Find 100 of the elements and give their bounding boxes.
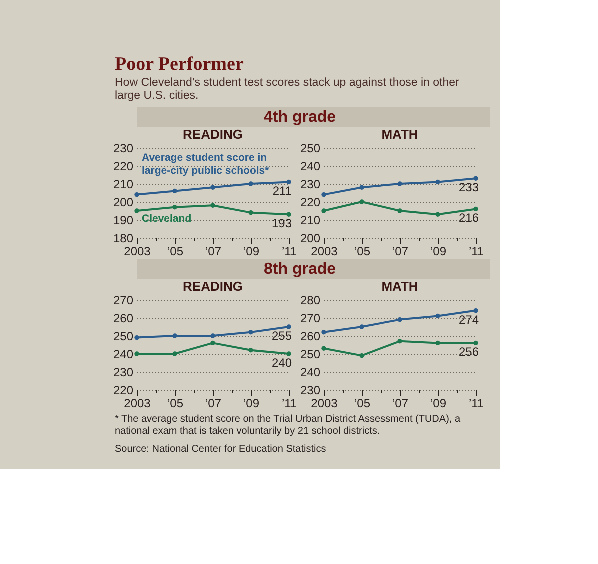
text: 4th grade bbox=[264, 109, 336, 126]
point bbox=[322, 192, 326, 198]
point bbox=[360, 353, 364, 358]
point bbox=[248, 210, 254, 216]
x-tick-label: ’05 bbox=[167, 396, 184, 410]
data-label: 211 bbox=[272, 184, 292, 198]
x-tick-label: ’07 bbox=[392, 396, 409, 410]
y-tick-label: 230 bbox=[113, 366, 134, 380]
chart-title: READING bbox=[183, 279, 243, 294]
chart-title: MATH bbox=[382, 127, 418, 142]
y-tick-label: 270 bbox=[300, 312, 321, 326]
point bbox=[398, 208, 402, 214]
point bbox=[134, 208, 140, 214]
y-tick-label: 250 bbox=[300, 348, 321, 362]
point bbox=[248, 182, 254, 186]
chart-title: READING bbox=[183, 127, 243, 142]
data-label: 233 bbox=[458, 180, 480, 195]
point bbox=[172, 352, 178, 356]
point bbox=[172, 188, 178, 194]
point bbox=[474, 176, 478, 181]
y-tick-label: 230 bbox=[300, 178, 321, 192]
x-tick-label: ’09 bbox=[430, 396, 447, 410]
point bbox=[210, 334, 216, 338]
point bbox=[398, 182, 402, 186]
point bbox=[322, 330, 326, 335]
data-label: 193 bbox=[272, 216, 292, 231]
y-tick-label: 190 bbox=[113, 214, 134, 228]
point bbox=[436, 180, 440, 185]
x-tick-label: ’07 bbox=[392, 244, 409, 258]
point bbox=[248, 330, 254, 335]
point bbox=[474, 206, 478, 212]
data-label: 255 bbox=[272, 329, 292, 343]
point bbox=[474, 308, 478, 314]
chart-title: MATH bbox=[382, 279, 418, 294]
text: How Cleveland’s student test scores stack up against those in other large U.S. cities. bbox=[115, 77, 460, 102]
x-tick-label: ’11 bbox=[468, 244, 484, 258]
y-tick-label: 220 bbox=[113, 160, 134, 174]
point bbox=[172, 334, 178, 338]
x-tick-label: ’05 bbox=[354, 396, 371, 410]
point bbox=[286, 352, 292, 356]
point bbox=[436, 212, 440, 217]
y-tick-label: 270 bbox=[113, 294, 134, 308]
point bbox=[286, 180, 292, 185]
point bbox=[474, 340, 478, 346]
text: Poor Performer bbox=[115, 54, 244, 75]
x-tick-label: 2003 bbox=[124, 396, 152, 410]
y-tick-label: 200 bbox=[300, 232, 321, 246]
point bbox=[210, 340, 216, 346]
x-tick-label: ’05 bbox=[354, 244, 371, 258]
y-tick-label: 230 bbox=[300, 384, 321, 398]
x-tick-label: ’07 bbox=[205, 244, 222, 258]
point bbox=[360, 324, 364, 330]
point bbox=[436, 314, 440, 319]
y-tick-label: 200 bbox=[113, 196, 134, 210]
x-tick-label: ’11 bbox=[468, 396, 484, 410]
y-tick-label: 240 bbox=[300, 366, 321, 380]
data-label: 256 bbox=[458, 345, 480, 360]
point bbox=[210, 203, 216, 208]
y-tick-label: 230 bbox=[113, 142, 134, 156]
source-note: Source: National Center for Education Statistics bbox=[115, 444, 326, 455]
point bbox=[286, 324, 292, 330]
y-tick-label: 220 bbox=[113, 384, 134, 398]
data-label: 216 bbox=[458, 211, 480, 226]
y-tick-label: 260 bbox=[113, 312, 134, 326]
x-tick-label: ’07 bbox=[205, 396, 222, 410]
point bbox=[134, 335, 140, 340]
series-label: Average student score in large-city public schools* bbox=[142, 152, 270, 177]
data-label: 274 bbox=[458, 312, 480, 327]
point bbox=[436, 340, 440, 346]
point bbox=[172, 205, 178, 210]
point bbox=[134, 192, 140, 198]
y-tick-label: 260 bbox=[300, 330, 321, 344]
text: * The average student score on the Trial Urban District Assessment (TUDA), a national exam that is taken voluntarily by 21 school districts. bbox=[115, 414, 461, 437]
x-tick-label: ’09 bbox=[243, 244, 260, 258]
point bbox=[360, 200, 364, 204]
x-tick-label: 2003 bbox=[124, 244, 152, 258]
point bbox=[360, 185, 364, 190]
x-tick-label: ’05 bbox=[167, 244, 184, 258]
point bbox=[322, 208, 326, 214]
x-tick-label: ’09 bbox=[243, 396, 260, 410]
y-tick-label: 250 bbox=[300, 142, 321, 156]
y-tick-label: 180 bbox=[113, 232, 134, 246]
x-tick-label: ’11 bbox=[282, 396, 298, 410]
data-label: 240 bbox=[272, 356, 292, 370]
y-tick-label: 210 bbox=[300, 214, 321, 228]
y-tick-label: 280 bbox=[300, 294, 321, 308]
y-tick-label: 240 bbox=[113, 348, 134, 362]
x-tick-label: ’09 bbox=[430, 244, 447, 258]
point bbox=[398, 339, 402, 344]
x-tick-label: ’11 bbox=[282, 244, 298, 258]
x-tick-label: 2003 bbox=[311, 244, 338, 258]
point bbox=[248, 348, 254, 353]
point bbox=[398, 317, 402, 322]
x-tick-label: 2003 bbox=[311, 396, 338, 410]
point bbox=[210, 185, 216, 190]
text: 8th grade bbox=[264, 261, 336, 278]
y-tick-label: 240 bbox=[300, 160, 321, 174]
point bbox=[134, 352, 140, 356]
y-tick-label: 220 bbox=[300, 196, 321, 210]
y-tick-label: 250 bbox=[113, 330, 134, 344]
